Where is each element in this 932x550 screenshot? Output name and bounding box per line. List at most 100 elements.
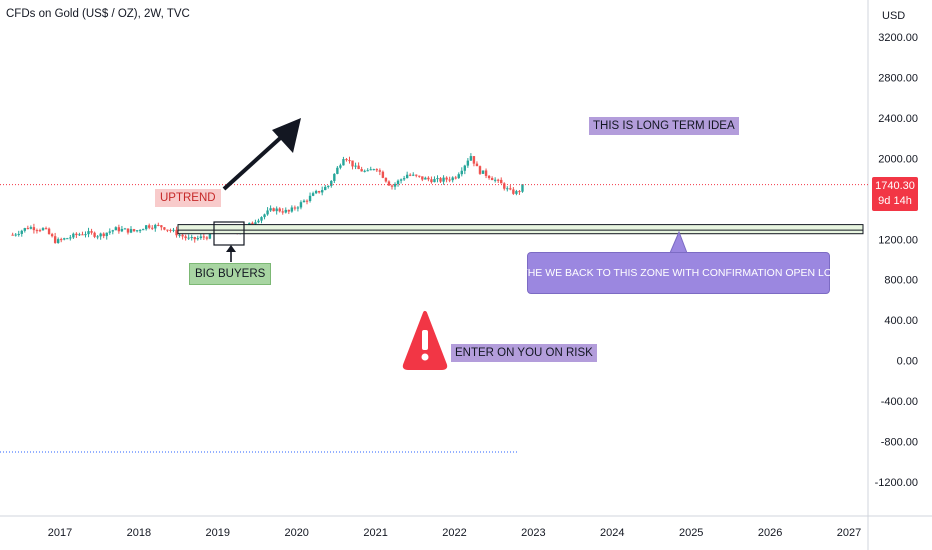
candle-body bbox=[317, 190, 321, 193]
time-tick-label: 2017 bbox=[48, 527, 72, 539]
big-buyers-text: BIG BUYERS bbox=[195, 268, 266, 280]
candle-body bbox=[430, 179, 433, 183]
candle-body bbox=[281, 211, 284, 213]
candle-body bbox=[117, 227, 121, 232]
candle-body bbox=[196, 238, 199, 240]
candle-body bbox=[521, 184, 524, 192]
candle-body bbox=[38, 230, 42, 232]
candle-body bbox=[175, 229, 178, 236]
current-price-badge: 1740.30 9d 14h bbox=[872, 177, 918, 211]
time-tick-label: 2019 bbox=[206, 527, 230, 539]
zone-note-callout[interactable]: IF THE WE BACK TO THIS ZONE WITH CONFIRM… bbox=[509, 252, 848, 294]
candle-body bbox=[366, 170, 369, 172]
candle-body bbox=[351, 160, 354, 167]
candle-body bbox=[327, 185, 330, 187]
candle-body bbox=[138, 230, 142, 232]
candle-body bbox=[84, 234, 87, 236]
candle-body bbox=[493, 179, 497, 181]
candle-body bbox=[512, 189, 515, 194]
candle-body bbox=[354, 165, 357, 167]
candle-body bbox=[35, 230, 39, 232]
candle-body bbox=[66, 238, 69, 240]
price-tick-label: -400.00 bbox=[881, 396, 918, 408]
candle-body bbox=[81, 234, 84, 236]
candle-body bbox=[78, 234, 81, 236]
uptrend-text: UPTREND bbox=[160, 192, 216, 204]
warning-icon-bar bbox=[422, 330, 428, 350]
price-tick-label: 2800.00 bbox=[878, 72, 918, 84]
candle-body bbox=[102, 233, 105, 237]
candle-body bbox=[333, 173, 336, 181]
candle-body bbox=[193, 237, 196, 240]
candle-body bbox=[500, 179, 503, 184]
candle-body bbox=[199, 236, 203, 239]
candle-body bbox=[484, 170, 488, 176]
candle-body bbox=[342, 159, 345, 166]
candle-body bbox=[396, 180, 400, 185]
candle-body bbox=[472, 156, 476, 164]
candle-body bbox=[275, 208, 278, 212]
candle-body bbox=[451, 177, 454, 181]
time-tick-label: 2020 bbox=[284, 527, 308, 539]
candle-body bbox=[436, 178, 439, 180]
candle-body bbox=[178, 234, 181, 236]
candle-body bbox=[205, 237, 209, 239]
candle-body bbox=[475, 163, 479, 167]
big-buyers-arrowhead bbox=[226, 245, 236, 252]
big-buyers-label[interactable]: BIG BUYERS bbox=[189, 263, 272, 285]
candle-body bbox=[144, 225, 148, 230]
candle-body bbox=[93, 232, 96, 237]
candle-body bbox=[457, 174, 460, 179]
price-tick-label: 0.00 bbox=[897, 356, 918, 368]
candle-body bbox=[14, 234, 17, 236]
price-tick-label: 1200.00 bbox=[878, 234, 918, 246]
candle-body bbox=[345, 159, 348, 161]
candle-body bbox=[11, 234, 14, 236]
candle-body bbox=[311, 193, 315, 196]
uptrend-label[interactable]: UPTREND bbox=[155, 189, 221, 207]
candle-body bbox=[20, 230, 23, 234]
candle-body bbox=[336, 167, 339, 174]
candle-body bbox=[481, 170, 485, 174]
candle-body bbox=[290, 207, 294, 212]
candle-body bbox=[399, 179, 403, 181]
candle-body bbox=[187, 237, 190, 239]
candle-body bbox=[44, 228, 48, 230]
candle-body bbox=[415, 174, 418, 176]
candle-body bbox=[132, 229, 136, 232]
risk-text: ENTER ON YOU ON RISK bbox=[455, 347, 593, 359]
candle-body bbox=[515, 191, 518, 194]
uptrend-arrowhead bbox=[272, 118, 301, 153]
candle-body bbox=[506, 188, 509, 190]
candle-body bbox=[384, 177, 388, 182]
candle-body bbox=[75, 233, 78, 236]
candle-body bbox=[372, 169, 375, 171]
warning-icon-dot bbox=[421, 353, 429, 361]
candle-body bbox=[460, 170, 463, 175]
candle-body bbox=[360, 169, 363, 172]
candle-body bbox=[181, 234, 184, 237]
candle-body bbox=[99, 233, 102, 237]
candle-body bbox=[202, 236, 206, 238]
candle-body bbox=[190, 237, 193, 239]
price-tick-label: 400.00 bbox=[884, 315, 918, 327]
candle-body bbox=[448, 179, 451, 181]
candle-body bbox=[293, 207, 297, 209]
candle-body bbox=[166, 229, 169, 231]
time-tick-label: 2022 bbox=[442, 527, 466, 539]
price-tick-label: -1200.00 bbox=[875, 477, 918, 489]
candle-body bbox=[330, 180, 333, 186]
candle-body bbox=[266, 210, 269, 215]
long-term-idea-label[interactable]: THIS IS LONG TERM IDEA bbox=[589, 117, 739, 135]
chart-title: CFDs on Gold (US$ / OZ), 2W, TVC bbox=[6, 8, 190, 20]
candle-body bbox=[135, 230, 139, 232]
candle-body bbox=[324, 186, 327, 191]
price-tick-label: 2000.00 bbox=[878, 153, 918, 165]
candle-body bbox=[278, 208, 281, 212]
candle-body bbox=[375, 169, 379, 171]
candle-body bbox=[56, 239, 60, 243]
candle-body bbox=[287, 209, 291, 212]
candle-body bbox=[442, 177, 445, 182]
risk-label[interactable]: ENTER ON YOU ON RISK bbox=[451, 344, 597, 362]
